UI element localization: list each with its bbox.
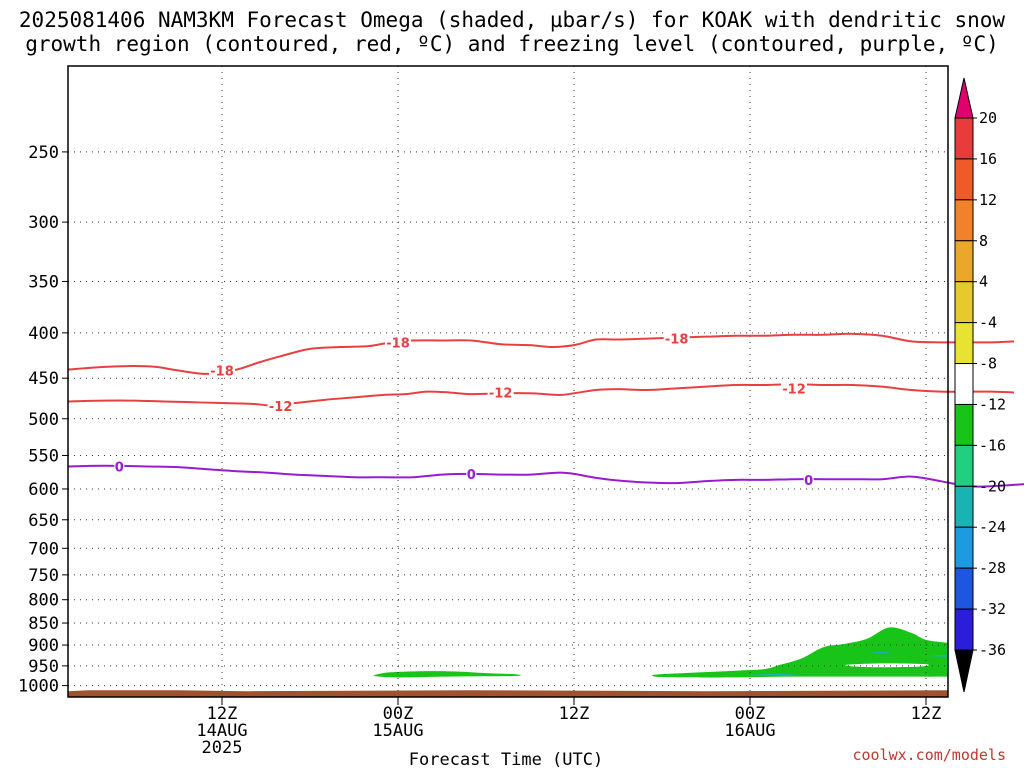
shaded-region-4 — [870, 651, 891, 654]
y-tick-label-800: 800 — [28, 591, 59, 611]
y-tick-label-950: 950 — [28, 657, 59, 677]
colorbar-label-2: 12 — [979, 191, 997, 209]
contour-label-bg-2-1 — [466, 465, 477, 481]
colorbar: 20 16 12 8 4 -4 -8 -12 -16 -20 -24 -28 -32 -36 — [954, 77, 1006, 693]
colorbar-segment-1 — [954, 158, 974, 201]
colorbar-segment-2 — [954, 199, 974, 242]
contour-label-bg-0-2 — [663, 330, 690, 346]
colorbar-segment-7 — [954, 403, 974, 446]
colorbar-segment-12 — [954, 608, 974, 651]
colorbar-label-10: -24 — [979, 518, 1006, 536]
colorbar-segment-3 — [954, 240, 974, 283]
contour-label-0-0: -18 — [210, 364, 234, 379]
contour-labels: -18 -18 -18 -12 -12 -12 0 0 0 — [114, 330, 814, 489]
colorbar-segment-8 — [954, 444, 974, 487]
colorbar-label-6: -8 — [979, 355, 997, 373]
x-tick-label-18-1: 15AUG — [372, 721, 423, 741]
terrain-layer — [68, 690, 948, 697]
y-tick-label-250: 250 — [28, 143, 59, 163]
colorbar-label-5: -4 — [979, 314, 997, 332]
contour-label-1-2: -12 — [782, 382, 806, 397]
colorbar-segment-10 — [954, 526, 974, 569]
contour-label-bg-1-0 — [267, 398, 294, 414]
colorbar-bottom-arrow — [954, 649, 974, 693]
colorbar-label-3: 8 — [979, 232, 988, 250]
y-tick-label-300: 300 — [28, 213, 59, 233]
colorbar-label-4: 4 — [979, 273, 988, 291]
contour-label-0-2: -18 — [665, 333, 689, 348]
y-tick-label-750: 750 — [28, 566, 59, 586]
contour-label-bg-0-1 — [385, 334, 411, 350]
credit-link[interactable]: coolwx.com/models — [852, 746, 1006, 764]
colorbar-segment-5 — [954, 322, 974, 365]
contour-label-2-2: 0 — [804, 474, 813, 489]
colorbar-label-9: -20 — [979, 477, 1006, 495]
x-tick-label-18-0: 00Z — [383, 704, 414, 724]
y-tick-label-900: 900 — [28, 636, 59, 656]
shaded-region-0 — [373, 671, 521, 678]
shaded-region-2 — [930, 654, 948, 657]
colorbar-label-0: 20 — [979, 109, 997, 127]
contour-label-0-1: -18 — [386, 336, 410, 351]
x-tick-label-6-1: 14AUG — [196, 721, 247, 741]
grid-lines — [68, 66, 948, 697]
chart-title-line-2: growth region (contoured, red, ºC) and f… — [25, 32, 999, 56]
colorbar-label-13: -36 — [979, 641, 1006, 659]
colorbar-top-arrow — [954, 77, 974, 119]
contour-label-2-0: 0 — [115, 460, 124, 475]
colorbar-label-7: -12 — [979, 395, 1006, 413]
contour-label-bg-2-2 — [803, 471, 814, 487]
shaded-region-3 — [750, 673, 802, 676]
y-tick-label-400: 400 — [28, 324, 59, 344]
y-tick-label-850: 850 — [28, 614, 59, 634]
y-axis-labels: 2503003504004505005506006507007508008509… — [18, 143, 68, 697]
x-tick-label-54-0: 12Z — [911, 704, 942, 724]
contour-line-2 — [67, 464, 1024, 488]
colorbar-label-11: -28 — [979, 559, 1006, 577]
y-tick-label-650: 650 — [28, 511, 59, 531]
contour-label-1-1: -12 — [489, 386, 513, 401]
contour-label-bg-1-1 — [487, 384, 514, 400]
y-tick-label-350: 350 — [28, 272, 59, 292]
contour-lines — [67, 332, 1024, 488]
contour-label-1-0: -12 — [269, 400, 293, 415]
y-tick-label-500: 500 — [28, 410, 59, 430]
x-tick-label-30-0: 12Z — [559, 704, 590, 724]
colorbar-label-12: -32 — [979, 600, 1006, 618]
contour-label-bg-1-2 — [781, 380, 807, 396]
terrain-ground — [68, 690, 948, 697]
x-tick-label-6-0: 12Z — [207, 704, 238, 724]
colorbar-segment-6 — [954, 363, 974, 405]
contour-line-1 — [67, 383, 1015, 407]
x-tick-label-42-1: 16AUG — [724, 721, 775, 741]
colorbar-segment-0 — [954, 117, 974, 160]
colorbar-label-1: 16 — [979, 150, 997, 168]
contour-label-bg-0-0 — [209, 362, 235, 378]
y-tick-label-600: 600 — [28, 480, 59, 500]
plot-frame — [67, 65, 949, 698]
colorbar-segment-11 — [954, 567, 974, 610]
y-tick-label-700: 700 — [28, 539, 59, 559]
colorbar-segment-9 — [954, 485, 974, 528]
y-tick-label-550: 550 — [28, 446, 59, 466]
omega-shading — [373, 627, 948, 678]
y-tick-label-450: 450 — [28, 369, 59, 389]
colorbar-label-8: -16 — [979, 436, 1006, 454]
chart-title-line-1: 2025081406 NAM3KM Forecast Omega (shaded… — [18, 8, 1006, 32]
y-tick-label-1000: 1000 — [18, 677, 59, 697]
contour-label-2-1: 0 — [467, 468, 476, 483]
x-tick-label-6-2: 2025 — [202, 738, 243, 758]
x-tick-label-42-0: 00Z — [735, 704, 766, 724]
contour-label-bg-2-0 — [114, 458, 125, 474]
x-axis-title: Forecast Time (UTC) — [409, 750, 603, 768]
colorbar-segment-4 — [954, 281, 974, 324]
